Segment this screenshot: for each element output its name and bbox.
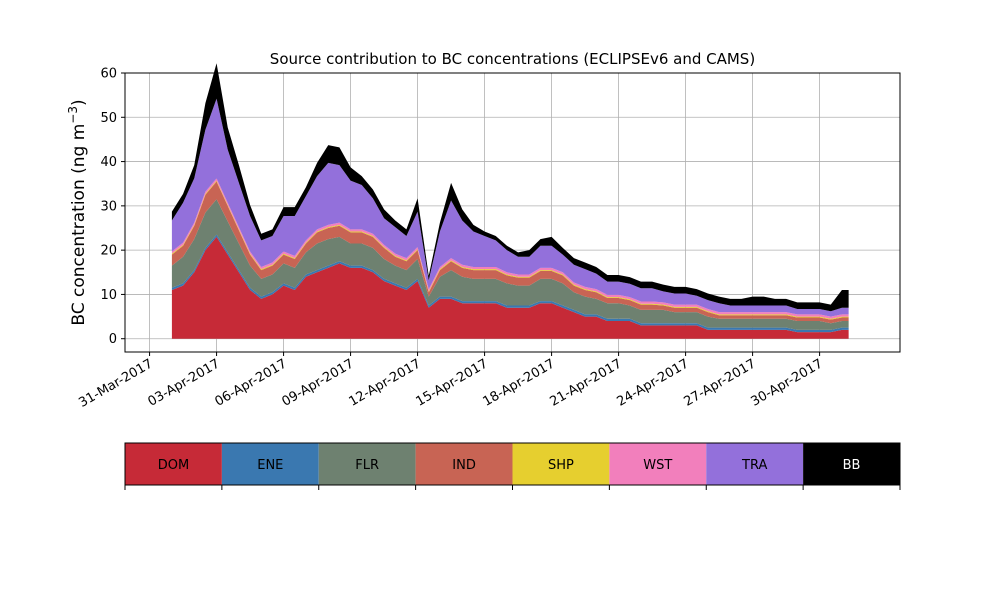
x-tick-label: 06-Apr-2017: [212, 356, 289, 409]
y-tick-label: 50: [100, 111, 117, 126]
x-tick-label: 03-Apr-2017: [145, 356, 222, 409]
x-tick-label: 21-Apr-2017: [547, 356, 624, 409]
y-tick-label: 10: [100, 288, 117, 303]
legend-label-flr: FLR: [355, 458, 379, 473]
legend-swatch-tra: [706, 443, 804, 485]
legend-label-tra: TRA: [741, 458, 767, 473]
x-tick-label: 31-Mar-2017: [76, 356, 155, 410]
legend-swatch-bb: [803, 443, 900, 485]
x-tick-label: 09-Apr-2017: [279, 356, 356, 409]
y-tick-label: 30: [100, 199, 117, 214]
legend-colorbar: DOM ENE FLR IND SHP WST TRA BB: [124, 442, 901, 490]
y-tick-label: 0: [109, 332, 117, 347]
x-tick-label: 12-Apr-2017: [346, 356, 423, 409]
legend-swatch-dom: [125, 443, 222, 485]
chart-title: Source contribution to BC concentrations…: [270, 50, 755, 68]
legend-label-dom: DOM: [158, 458, 189, 473]
legend-label-shp: SHP: [548, 458, 574, 473]
legend-swatch-ind: [415, 443, 513, 485]
legend-swatch-ene: [221, 443, 319, 485]
area-series-dom: [171, 236, 849, 339]
y-tick-label: 60: [100, 67, 117, 82]
y-axis-label-superscript: −3: [66, 106, 80, 124]
y-axis-label-main: BC concentration (ng m: [69, 124, 89, 326]
legend-label-bb: BB: [843, 458, 861, 473]
legend-label-wst: WST: [643, 458, 672, 473]
area-layer: [171, 63, 849, 339]
legend-swatch-shp: [512, 443, 610, 485]
y-axis: 0 10 20 30 40 50 60: [100, 67, 125, 347]
y-tick-label: 40: [100, 155, 117, 170]
x-tick-label: 18-Apr-2017: [480, 356, 557, 409]
legend-swatch-wst: [609, 443, 707, 485]
plot-frame: [124, 72, 901, 353]
x-tick-label: 24-Apr-2017: [614, 356, 691, 409]
y-axis-label-suffix: ): [69, 99, 89, 106]
area-series-bb: [171, 63, 849, 312]
y-axis-label: BC concentration (ng m−3): [66, 99, 89, 325]
x-tick-label: 30-Apr-2017: [748, 356, 825, 409]
area-series-tra: [171, 98, 849, 317]
legend-label-ind: IND: [452, 458, 476, 473]
legend-swatch-flr: [318, 443, 416, 485]
area-series-flr: [171, 199, 849, 330]
y-tick-label: 20: [100, 244, 117, 259]
x-axis: 31-Mar-201703-Apr-201706-Apr-201709-Apr-…: [76, 352, 826, 411]
x-tick-label: 27-Apr-2017: [681, 356, 758, 409]
legend-label-ene: ENE: [257, 458, 283, 473]
x-tick-label: 15-Apr-2017: [413, 356, 490, 409]
